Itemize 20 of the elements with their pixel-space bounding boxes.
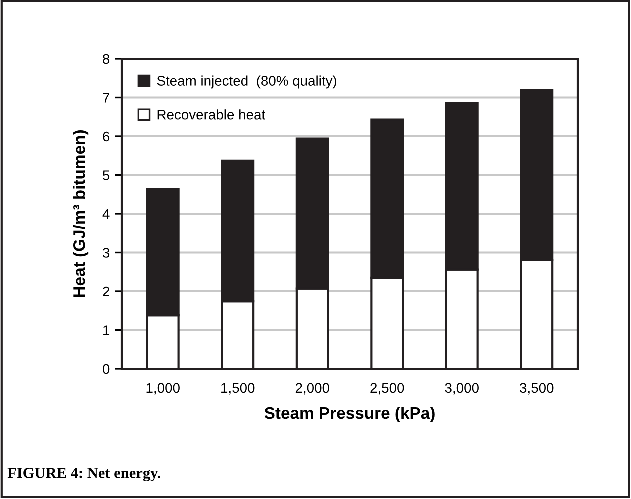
y-tick-label: 7 [103,93,110,103]
x-tick-label: 1,500 [222,383,255,395]
y-tick-label: 1 [104,326,110,336]
y-tick-label: 8 [103,54,110,64]
y-tick-label: 2 [103,286,110,297]
y-tick-label: 4 [102,209,110,220]
x-tick-label: 1,000 [146,383,180,395]
y-tick-label: 3 [103,248,110,258]
x-axis-title: Steam Pressure (kPa) [264,406,435,422]
x-tick-label: 2,000 [296,383,330,395]
y-tick-label: 5 [103,170,110,180]
y-tick-label: 0 [103,364,110,374]
x-tick-label: 3,500 [520,383,554,395]
y-tick-label: 6 [103,132,110,142]
legend-label: Recoverable heat [158,110,266,120]
caption: FIGURE 4: Net energy. [8,468,160,482]
x-tick-label: 2,500 [370,383,404,395]
y-axis-title: Heat (GJ/m³ bitumen) [73,130,89,298]
legend-label: Steam injected (80% quality) [157,76,337,89]
x-tick-label: 3,000 [445,383,479,395]
